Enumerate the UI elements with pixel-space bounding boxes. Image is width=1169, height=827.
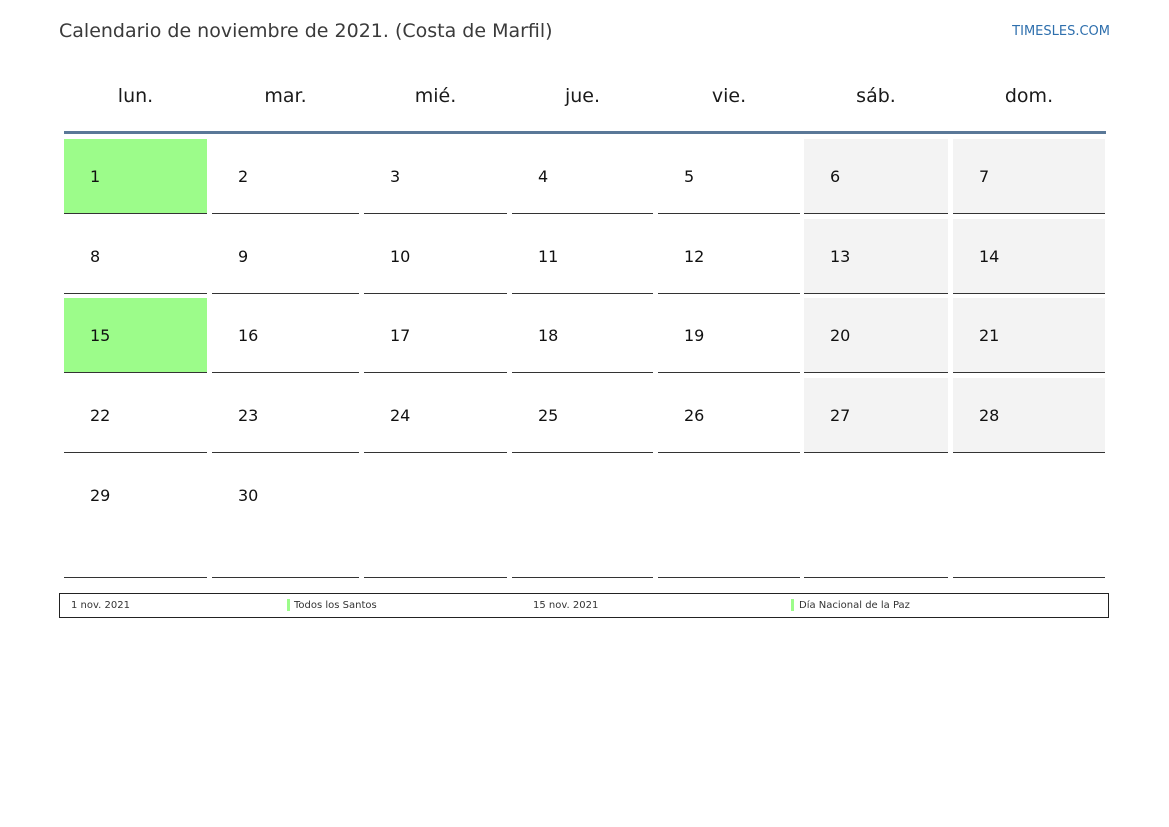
day-number: 23 <box>238 406 259 425</box>
weekday-label: mar. <box>264 85 307 107</box>
day-number: 9 <box>238 247 249 266</box>
empty-day-cell <box>512 458 653 578</box>
day-number: 27 <box>830 406 851 425</box>
weekday-label: jue. <box>564 85 601 107</box>
day-number: 15 <box>90 326 111 345</box>
page-title: Calendario de noviembre de 2021. (Costa … <box>59 20 553 42</box>
day-number: 5 <box>684 167 695 186</box>
brand-link[interactable]: TIMESLES.COM <box>1012 24 1110 39</box>
day-number: 25 <box>538 406 559 425</box>
day-cell[interactable]: 7 <box>953 139 1105 214</box>
weekday-label: vie. <box>711 85 747 107</box>
day-number: 26 <box>684 406 705 425</box>
legend-date: 15 nov. 2021 <box>533 600 599 611</box>
day-number: 21 <box>979 326 1000 345</box>
empty-day-cell <box>658 458 800 578</box>
day-number: 11 <box>538 247 559 266</box>
day-cell[interactable]: 1 <box>64 139 207 214</box>
day-cell[interactable]: 20 <box>804 298 948 373</box>
day-cell[interactable]: 19 <box>658 298 800 373</box>
day-number: 4 <box>538 167 549 186</box>
day-cell[interactable]: 16 <box>212 298 359 373</box>
header-divider <box>64 131 1106 134</box>
day-cell[interactable]: 27 <box>804 378 948 453</box>
day-cell[interactable]: 11 <box>512 219 653 294</box>
legend-color-marker <box>791 599 794 611</box>
day-number: 28 <box>979 406 1000 425</box>
day-cell[interactable]: 8 <box>64 219 207 294</box>
day-cell[interactable]: 28 <box>953 378 1105 453</box>
day-cell[interactable]: 10 <box>364 219 507 294</box>
day-number: 22 <box>90 406 111 425</box>
day-cell[interactable]: 3 <box>364 139 507 214</box>
day-number: 17 <box>390 326 411 345</box>
day-cell[interactable]: 12 <box>658 219 800 294</box>
day-number: 2 <box>238 167 249 186</box>
day-number: 18 <box>538 326 559 345</box>
day-cell[interactable]: 18 <box>512 298 653 373</box>
weekday-label: mié. <box>414 85 457 107</box>
day-number: 24 <box>390 406 411 425</box>
day-number: 12 <box>684 247 705 266</box>
day-cell[interactable]: 13 <box>804 219 948 294</box>
day-cell[interactable]: 24 <box>364 378 507 453</box>
day-number: 6 <box>830 167 841 186</box>
day-number: 16 <box>238 326 259 345</box>
day-cell[interactable]: 22 <box>64 378 207 453</box>
day-number: 13 <box>830 247 851 266</box>
day-cell[interactable]: 25 <box>512 378 653 453</box>
day-cell[interactable]: 15 <box>64 298 207 373</box>
day-cell[interactable]: 21 <box>953 298 1105 373</box>
day-cell[interactable]: 26 <box>658 378 800 453</box>
day-number: 30 <box>238 486 259 505</box>
weekday-label: sáb. <box>856 85 896 107</box>
day-cell[interactable]: 14 <box>953 219 1105 294</box>
day-number: 7 <box>979 167 990 186</box>
day-cell[interactable]: 6 <box>804 139 948 214</box>
day-number: 29 <box>90 486 111 505</box>
day-number: 14 <box>979 247 1000 266</box>
day-cell[interactable]: 23 <box>212 378 359 453</box>
weekday-label: dom. <box>1004 85 1054 107</box>
day-cell[interactable]: 4 <box>512 139 653 214</box>
day-number: 3 <box>390 167 401 186</box>
day-cell[interactable]: 2 <box>212 139 359 214</box>
weekday-header-row: lun. mar. mié. jue. vie. sáb. dom. <box>63 85 1106 115</box>
holiday-legend: 1 nov. 2021 Todos los Santos 15 nov. 202… <box>59 593 1109 618</box>
day-number: 19 <box>684 326 705 345</box>
empty-day-cell <box>804 458 948 578</box>
day-number: 20 <box>830 326 851 345</box>
legend-holiday-name: Todos los Santos <box>294 600 377 611</box>
day-number: 8 <box>90 247 101 266</box>
day-cell[interactable]: 29 <box>64 458 207 578</box>
weekday-label: lun. <box>117 85 154 107</box>
legend-date: 1 nov. 2021 <box>71 600 130 611</box>
day-number: 10 <box>390 247 411 266</box>
day-number: 1 <box>90 167 101 186</box>
legend-holiday-name: Día Nacional de la Paz <box>799 600 910 611</box>
empty-day-cell <box>953 458 1105 578</box>
empty-day-cell <box>364 458 507 578</box>
day-cell[interactable]: 17 <box>364 298 507 373</box>
day-cell[interactable]: 9 <box>212 219 359 294</box>
day-cell[interactable]: 5 <box>658 139 800 214</box>
legend-color-marker <box>287 599 290 611</box>
day-cell[interactable]: 30 <box>212 458 359 578</box>
